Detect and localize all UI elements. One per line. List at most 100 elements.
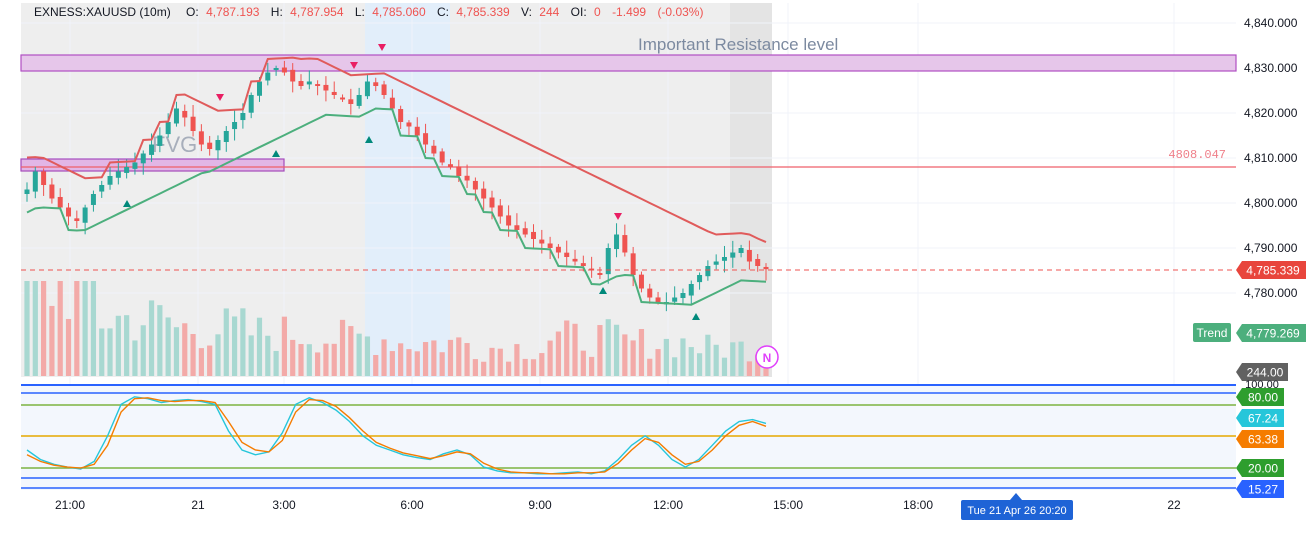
- candle-body: [514, 225, 520, 230]
- volume-bar: [514, 344, 520, 376]
- osc-low-badge: 15.27: [1236, 480, 1284, 498]
- candle-body: [447, 164, 453, 167]
- candle-body: [107, 176, 113, 185]
- candle-body: [497, 205, 503, 217]
- volume-bar: [65, 318, 72, 376]
- candle-body: [630, 253, 636, 275]
- candle-body: [456, 166, 462, 176]
- volume-bar: [256, 317, 263, 376]
- volume-bar: [124, 315, 130, 376]
- crosshair-date-badge: Tue 21 Apr 26 20:20: [961, 493, 1073, 520]
- time-tick-label: 3:00: [272, 498, 296, 512]
- time-axis[interactable]: 21:00 21 3:00 6:00 9:00 12:00 15:00 18:00 22: [55, 498, 1181, 512]
- candle-body: [256, 81, 262, 96]
- volume-bar: [589, 356, 595, 376]
- volume-bar: [638, 328, 645, 376]
- candle-body: [165, 122, 171, 135]
- buy-signal-marker: [692, 313, 700, 320]
- volume-bar: [165, 317, 171, 376]
- candle-body: [323, 84, 329, 91]
- candle-body: [622, 235, 628, 253]
- candle-body: [572, 258, 578, 262]
- sell-signal-marker: [350, 62, 358, 69]
- candle-body: [738, 248, 744, 253]
- volume-bar: [348, 326, 354, 376]
- candle-body: [57, 196, 63, 208]
- volume-bar: [721, 357, 728, 376]
- candle-body: [680, 293, 686, 299]
- volume-bar: [265, 335, 271, 376]
- volume-badge: 244.00: [1236, 363, 1288, 381]
- session-marker[interactable]: [755, 345, 779, 369]
- candle-body: [281, 67, 287, 73]
- volume-bar: [99, 328, 105, 376]
- volume-bar: [273, 350, 279, 376]
- volume-bar: [746, 361, 752, 376]
- volume-bar: [597, 325, 603, 376]
- candle-body: [489, 197, 495, 208]
- volume-bar: [497, 348, 503, 376]
- sell-signal-marker: [216, 94, 224, 101]
- candle-body: [481, 188, 487, 199]
- volume-bar: [505, 361, 512, 376]
- volume-bar: [439, 352, 445, 376]
- svg-text:Trend: Trend: [1197, 326, 1228, 340]
- volume-bar: [240, 308, 246, 376]
- volume-bar: [49, 305, 55, 376]
- ohlc-legend: EXNESS:XAUUSD (10m) O: 4,787.193 H: 4,78…: [34, 5, 703, 19]
- volume-bar: [705, 334, 711, 376]
- price-tick-label: 4,820.000: [1244, 106, 1298, 120]
- volume-bar: [464, 343, 470, 376]
- price-axis[interactable]: 4,840.000 4,830.000 4,820.000 4,810.000 4,80…: [1244, 16, 1298, 300]
- volume-bar: [148, 300, 155, 376]
- candle-body: [746, 249, 752, 262]
- resistance-label: Important Resistance level: [638, 35, 838, 54]
- volume-bar: [431, 340, 437, 376]
- buy-signal-marker: [365, 136, 373, 143]
- volume-bar: [713, 344, 719, 376]
- volume-bar: [389, 351, 395, 376]
- svg-text:4,785.339: 4,785.339: [1246, 264, 1300, 278]
- candle-body: [439, 151, 445, 163]
- volume-bar: [672, 357, 678, 376]
- resistance-zone[interactable]: [20, 54, 1237, 72]
- volume-bar: [323, 343, 329, 376]
- time-tick-label: 21:00: [55, 498, 85, 512]
- svg-text:Tue 21 Apr 26 20:20: Tue 21 Apr 26 20:20: [967, 505, 1066, 517]
- candle-body: [423, 133, 429, 145]
- change-percent: (-0.03%): [657, 5, 703, 19]
- candle-body: [730, 252, 736, 258]
- candle-body: [90, 194, 96, 205]
- volume-bar: [198, 348, 204, 376]
- volume-bar: [339, 319, 346, 376]
- volume-bar: [422, 342, 429, 376]
- trend-value-badge: 4,779.269: [1236, 324, 1306, 342]
- price-tick-label: 4,810.000: [1244, 151, 1298, 165]
- candle-body: [414, 126, 420, 136]
- candle-body: [157, 135, 163, 146]
- candle-body: [24, 189, 30, 194]
- volume-bar: [207, 345, 213, 376]
- buy-signal-marker: [123, 200, 131, 207]
- volume-bar: [306, 344, 312, 376]
- time-tick-label: 18:00: [903, 498, 933, 512]
- volume-bar: [738, 341, 744, 376]
- candle-body: [115, 171, 121, 178]
- volume-bar: [190, 333, 196, 376]
- candle-body: [522, 228, 528, 235]
- candle-body: [564, 252, 570, 257]
- volume-bar: [364, 336, 371, 376]
- sell-signal-marker: [614, 213, 622, 220]
- candle-body: [580, 263, 586, 266]
- price-tick-label: 4,790.000: [1244, 241, 1298, 255]
- session-marker-label: N: [763, 351, 772, 365]
- volume-bar: [447, 339, 454, 376]
- volume-bar: [157, 305, 163, 376]
- fvg-zone[interactable]: [20, 158, 285, 172]
- volume-bar: [231, 316, 238, 376]
- candle-body: [41, 171, 47, 185]
- candle-body: [124, 167, 130, 173]
- oscillator-panel: [21, 386, 1236, 490]
- candle-body: [149, 144, 155, 155]
